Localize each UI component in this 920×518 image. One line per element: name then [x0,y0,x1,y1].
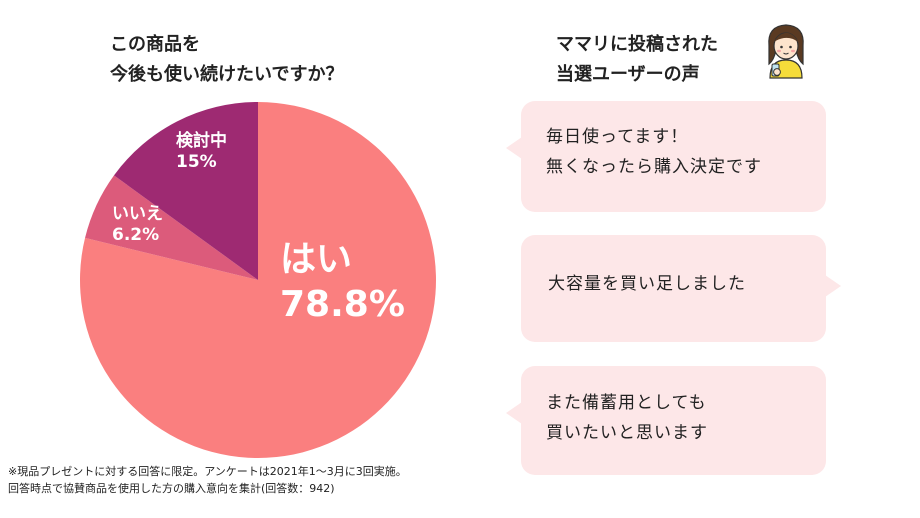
pie-label-no: いいえ 6.2% [112,204,163,247]
pie-label-considering-name: 検討中 [176,131,227,151]
pie-label-considering: 検討中 15% [176,131,227,174]
pie-slice-yes [79,102,436,458]
voice-bubble-2: 大容量を買い足しました [521,235,841,342]
footnote-line2: 回答時点で協賛商品を使用した方の購入意向を集計(回答数：942) [8,482,335,495]
footnote: ※現品プレゼントに対する回答に限定。アンケートは2021年1〜3月に3回実施。 … [8,463,407,497]
voice-bubble-3-line1: また備蓄用としても [546,393,707,413]
pie-label-no-value: 6.2% [112,225,160,246]
voices-title-line1: ママリに投稿された [556,34,718,55]
pie-label-yes: はい 78.8% [280,237,405,327]
survey-title: この商品を 今後も使い続けたいですか？ [110,30,430,90]
voice-bubble-3: また備蓄用としても 買いたいと思います [506,366,826,475]
pie-slice-considering [113,102,259,280]
voice-bubble-1-line1: 毎日使ってます！ [546,127,689,147]
pie-label-considering-value: 15% [176,152,217,173]
voice-bubble-2-line1: 大容量を買い足しました [548,274,746,294]
survey-title-line1: この商品を [110,34,200,55]
pie-slice-no [85,175,258,280]
voices-title: ママリに投稿された 当選ユーザーの声 [556,30,718,90]
pie-label-yes-value: 78.8% [280,284,405,325]
footnote-line1: ※現品プレゼントに対する回答に限定。アンケートは2021年1〜3月に3回実施。 [8,465,407,478]
voice-bubble-1-line2: 無くなったら購入決定です [546,157,762,177]
woman-with-phone-icon [768,24,804,79]
voices-title-line2: 当選ユーザーの声 [556,64,700,85]
voice-bubble-3-line2: 買いたいと思います [546,423,708,443]
pie-label-yes-name: はい [280,239,353,280]
survey-title-line2: 今後も使い続けたいですか？ [110,64,344,85]
voice-bubble-1: 毎日使ってます！ 無くなったら購入決定です [506,101,826,212]
pie-label-no-name: いいえ [112,204,163,224]
